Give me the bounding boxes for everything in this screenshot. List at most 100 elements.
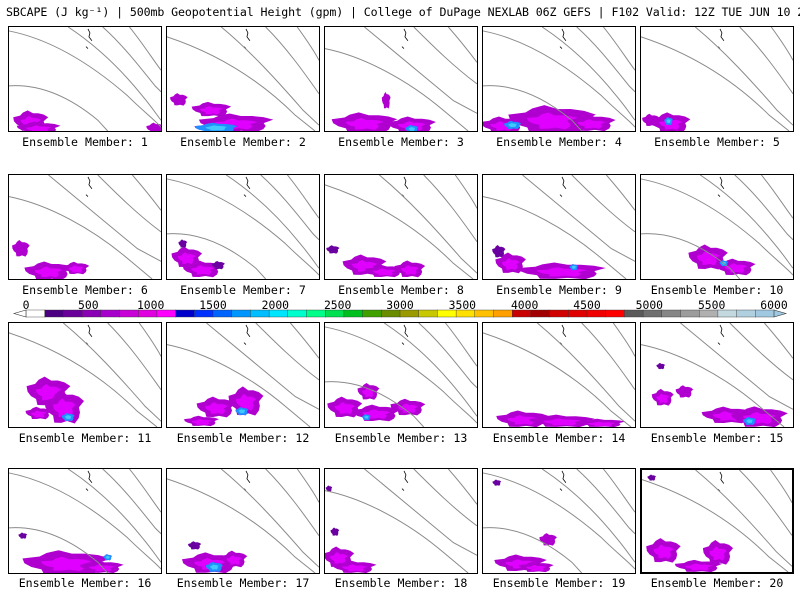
map-title: SBCAPE (J kg⁻¹) | 500mb Geopotential Hei…	[6, 5, 800, 19]
height-contour	[220, 27, 319, 126]
height-contour	[413, 469, 477, 527]
height-contour	[418, 323, 477, 389]
colorbar-segment	[549, 309, 569, 318]
ensemble-member-label: Ensemble Member: 11	[18, 431, 152, 445]
cape-height-map	[167, 469, 319, 573]
ensemble-member-panel[interactable]	[640, 322, 794, 428]
height-contour	[641, 233, 741, 279]
height-contour	[364, 27, 477, 114]
ensemble-member-panel[interactable]	[166, 468, 320, 574]
height-contour	[699, 175, 793, 269]
ensemble-member-panel[interactable]	[8, 26, 162, 132]
height-contour	[9, 527, 109, 573]
height-contour	[642, 479, 789, 572]
height-contour	[541, 469, 635, 563]
cape-area-high	[526, 565, 547, 572]
height-contour	[536, 323, 635, 422]
ensemble-member-label: Ensemble Member: 14	[492, 431, 626, 445]
ensemble-member-panel[interactable]	[482, 26, 636, 132]
colorbar-tick: 500	[78, 298, 99, 312]
height-contour	[571, 175, 635, 233]
cape-area-core	[408, 126, 416, 131]
height-contour	[729, 323, 793, 381]
height-contour	[383, 323, 477, 417]
cape-height-map	[325, 175, 477, 279]
cape-height-map	[9, 323, 161, 427]
height-contour	[296, 469, 319, 503]
height-contour	[107, 323, 161, 390]
coastline	[401, 470, 409, 491]
height-contour	[287, 175, 319, 219]
colorbar-segment	[493, 309, 513, 318]
height-contour	[612, 323, 635, 357]
coastline	[243, 470, 251, 491]
ensemble-member-panel[interactable]	[640, 174, 794, 280]
cape-area-core	[105, 555, 110, 559]
ensemble-member-panel[interactable]	[324, 174, 478, 280]
height-contour	[9, 85, 109, 131]
ensemble-member-panel[interactable]	[8, 174, 162, 280]
height-contour	[445, 323, 477, 367]
cape-area-core	[666, 119, 671, 124]
cape-area	[325, 485, 333, 492]
height-contour	[761, 175, 793, 219]
height-contour	[576, 27, 635, 93]
cape-area	[18, 532, 28, 539]
colorbar-tick: 5500	[697, 298, 726, 312]
ensemble-member-panel[interactable]	[640, 26, 794, 132]
ensemble-member-panel[interactable]	[166, 174, 320, 280]
height-contour	[606, 175, 635, 211]
cape-area-core	[238, 409, 246, 414]
cape-area-high	[577, 119, 606, 129]
colorbar-left-arrow	[12, 309, 27, 318]
coastline	[717, 28, 725, 49]
colorbar-tick: 0	[22, 298, 30, 312]
ensemble-member-label: Ensemble Member: 3	[338, 135, 464, 149]
height-contour	[641, 344, 785, 427]
coastline	[85, 324, 93, 345]
cape-area-high	[52, 398, 76, 418]
cape-area-high	[742, 411, 776, 424]
colorbar-tick: 2000	[261, 298, 290, 312]
ensemble-member-panel[interactable]	[324, 322, 478, 428]
ensemble-member-panel[interactable]	[166, 322, 320, 428]
coastline	[401, 176, 409, 197]
height-contour	[290, 323, 319, 359]
height-contour	[129, 469, 161, 513]
cape-height-map	[483, 469, 635, 573]
ensemble-member-label: Ensemble Member: 6	[22, 283, 148, 297]
cape-area-high	[329, 552, 348, 565]
coastline	[717, 471, 725, 492]
coastline	[559, 176, 567, 197]
cape-area-high	[653, 544, 674, 559]
cape-area-high	[34, 266, 63, 278]
ensemble-member-panel[interactable]	[482, 322, 636, 428]
ensemble-member-label: Ensemble Member: 1	[22, 135, 148, 149]
colorbar-segment	[306, 309, 326, 318]
cape-height-map	[641, 323, 793, 427]
ensemble-member-label: Ensemble Member: 10	[650, 283, 784, 297]
ensemble-member-panel[interactable]	[166, 26, 320, 132]
ensemble-member-panel[interactable]	[640, 468, 794, 574]
coastline	[559, 470, 567, 491]
ensemble-member-panel[interactable]	[324, 468, 478, 574]
height-contour	[483, 196, 627, 279]
colorbar-segment	[418, 309, 438, 318]
cape-height-map	[483, 175, 635, 279]
cape-area-core	[571, 265, 576, 269]
cape-area-core	[746, 418, 753, 424]
colorbar-segment	[680, 309, 700, 318]
cape-area-high	[205, 402, 228, 415]
ensemble-member-panel[interactable]	[324, 26, 478, 132]
colorbar-segment	[287, 309, 307, 318]
height-contour	[325, 184, 474, 279]
ensemble-member-panel[interactable]	[482, 174, 636, 280]
height-contour	[641, 36, 790, 131]
coastline	[401, 324, 409, 345]
ensemble-member-panel[interactable]	[8, 468, 162, 574]
height-contour	[67, 469, 161, 563]
cape-area-high	[226, 555, 242, 565]
height-contour	[265, 469, 319, 536]
ensemble-member-panel[interactable]	[482, 468, 636, 574]
ensemble-member-panel[interactable]	[8, 322, 162, 428]
